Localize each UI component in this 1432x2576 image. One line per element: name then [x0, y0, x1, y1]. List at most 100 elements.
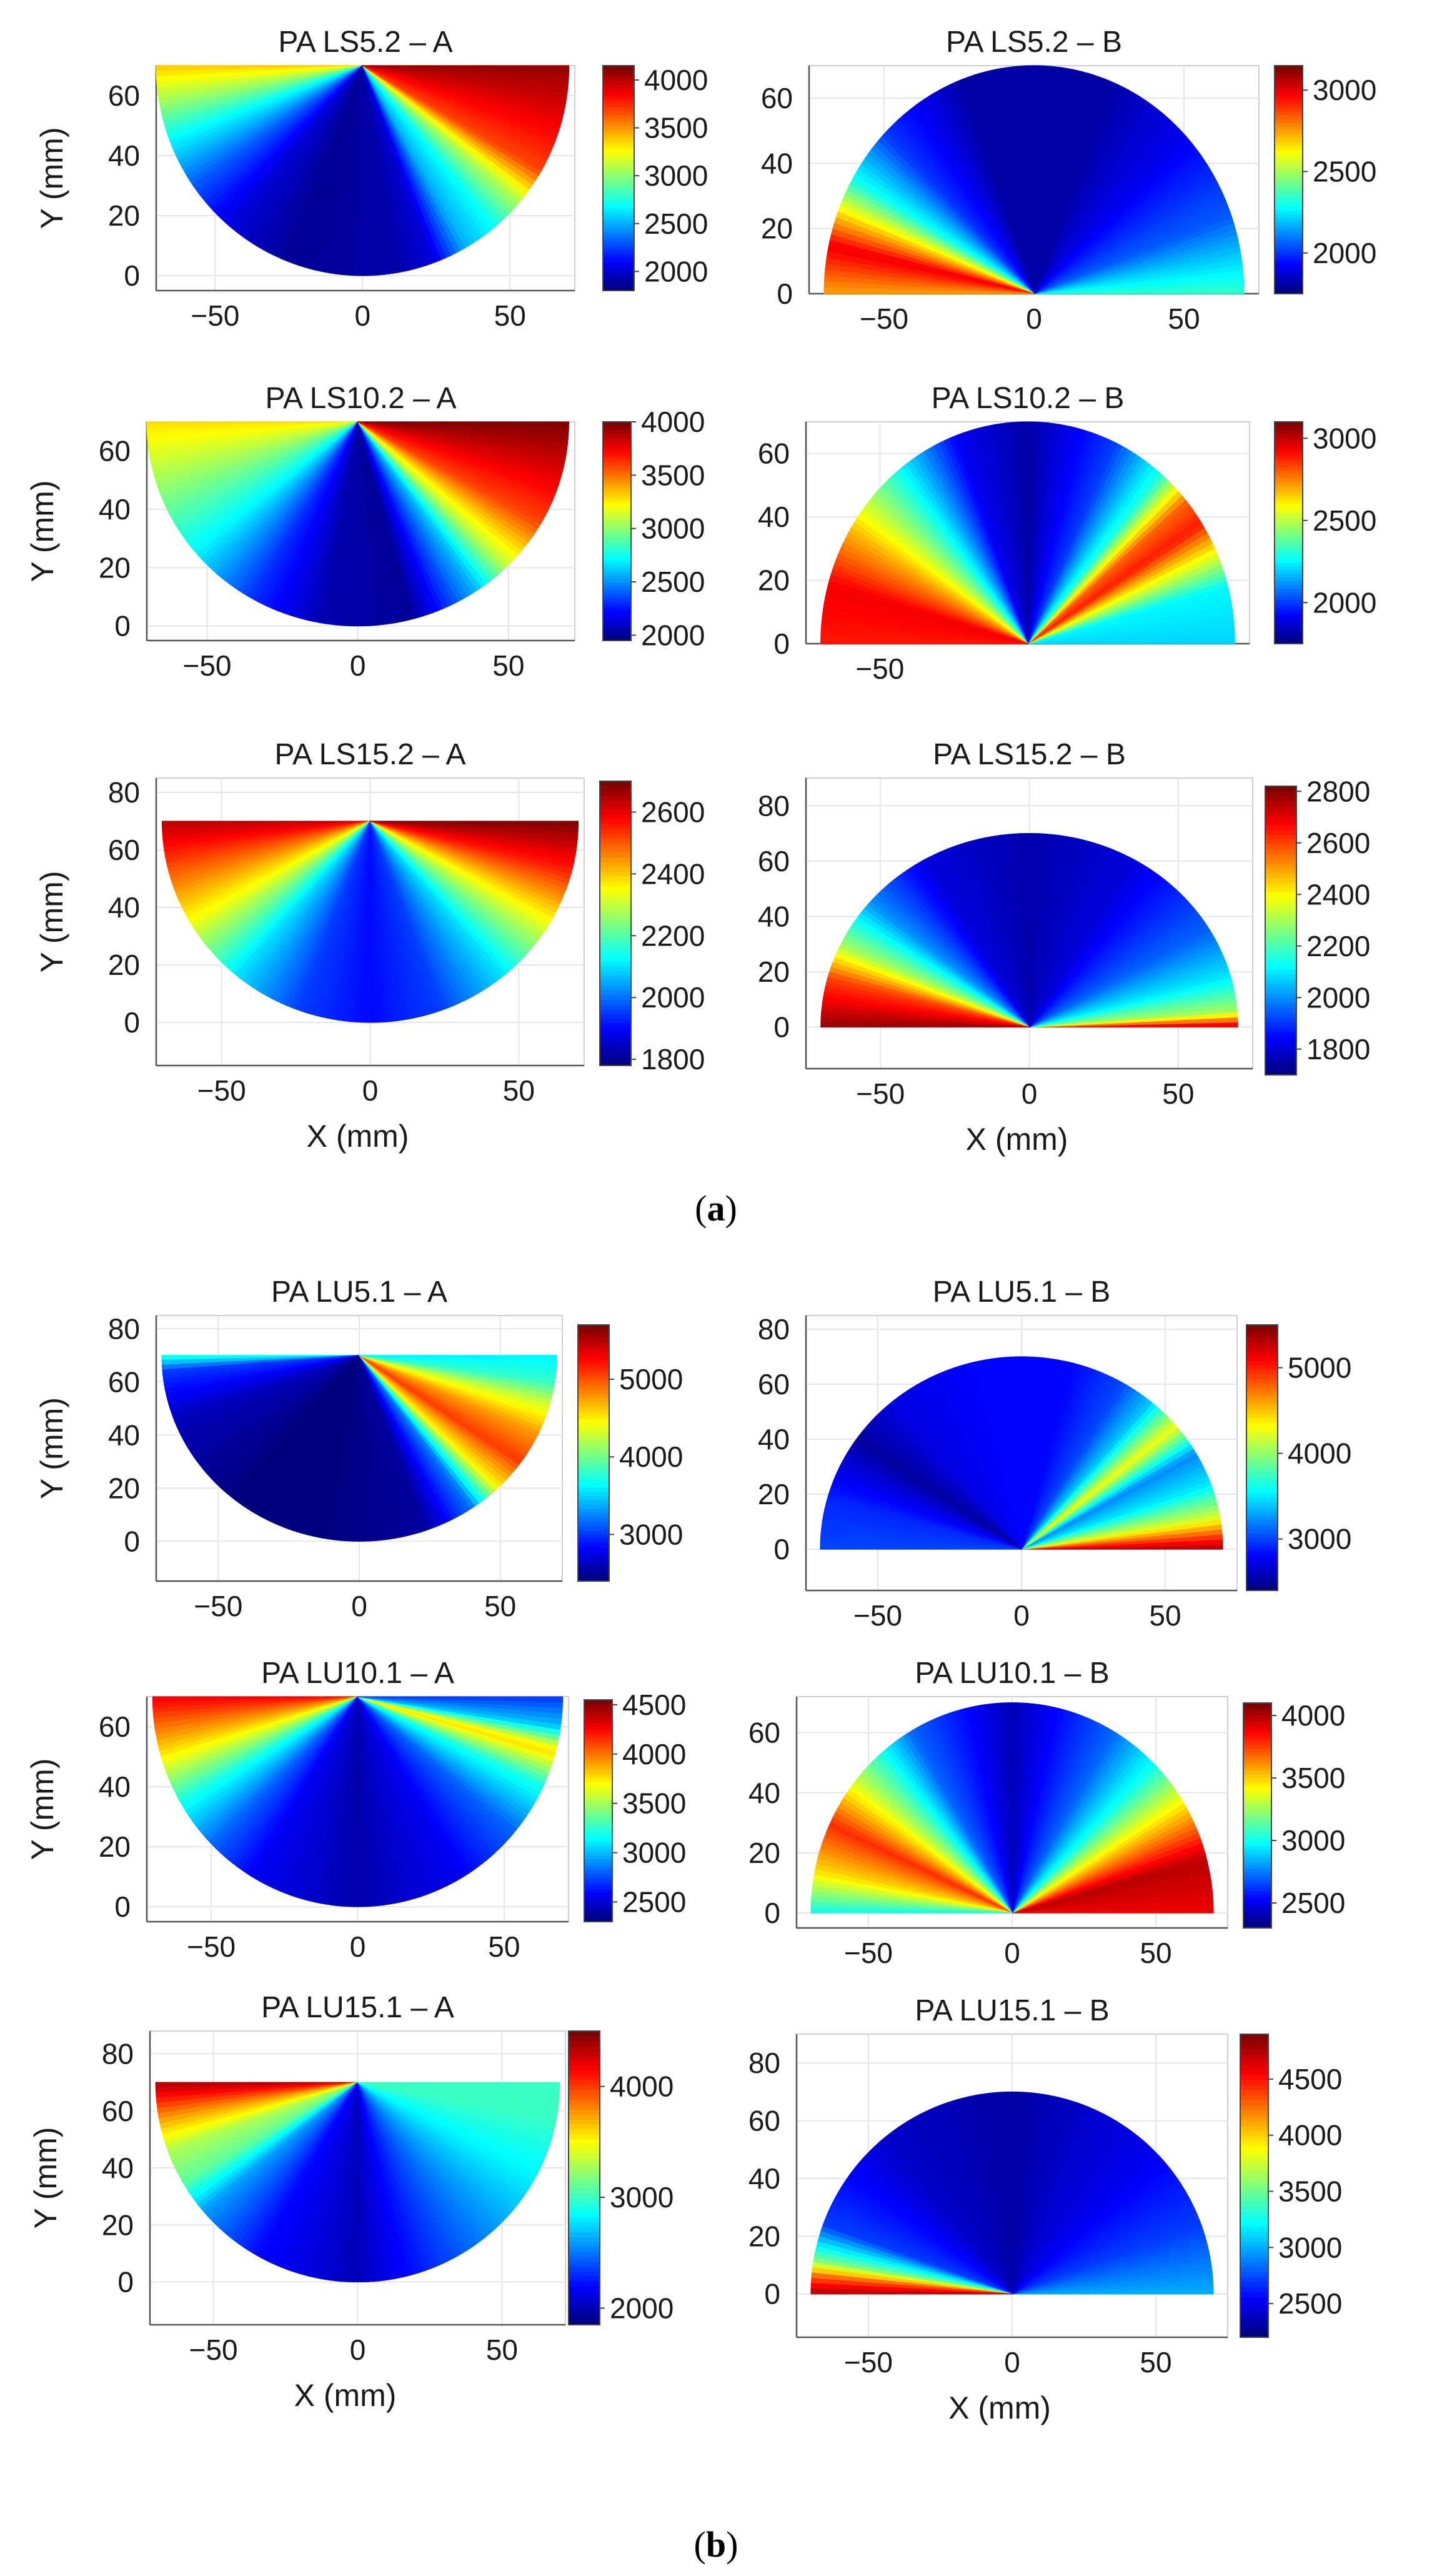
y-tick-label: 60: [761, 82, 793, 114]
colorbar-step: [603, 268, 634, 272]
colorbar-step: [1265, 839, 1296, 845]
colorbar-step: [1240, 2105, 1268, 2111]
colorbar-step: [1246, 1426, 1278, 1432]
colorbar-step: [1275, 640, 1303, 644]
x-tick-label: −50: [189, 2334, 238, 2366]
colorbar-step: [584, 1737, 612, 1741]
colorbar-step: [1275, 532, 1303, 537]
colorbar-step: [1275, 111, 1303, 116]
colorbar-step: [1243, 1913, 1271, 1917]
colorbar-step: [1240, 2089, 1268, 2095]
colorbar-step: [1243, 1718, 1271, 1722]
colorbar-step: [600, 1004, 631, 1009]
colorbar-step: [584, 1766, 612, 1771]
colorbar-step: [603, 487, 631, 492]
colorbar-step: [1240, 2180, 1268, 2187]
colorbar-step: [1243, 1740, 1271, 1745]
colorbar-step: [600, 923, 631, 929]
colorbar-step: [1243, 1725, 1271, 1730]
colorbar-tick-label: 4500: [622, 1689, 686, 1721]
subfigure-label-b: (b): [694, 2524, 738, 2565]
colorbar-step: [1275, 236, 1303, 241]
colorbar-step: [1275, 451, 1303, 456]
colorbar-step: [1243, 1909, 1271, 1914]
colorbar-step: [1243, 1748, 1271, 1752]
y-tick-label: 40: [748, 1777, 780, 1809]
colorbar-step: [1265, 954, 1296, 960]
colorbar-step: [600, 961, 631, 967]
colorbar-step: [578, 1521, 609, 1526]
colorbar-step: [1243, 1894, 1271, 1899]
colorbar-tick-label: 2500: [641, 566, 705, 598]
colorbar-step: [1265, 1041, 1296, 1047]
colorbar-step: [1246, 1484, 1278, 1489]
colorbar-step: [569, 2275, 600, 2282]
colorbar-step: [600, 804, 631, 811]
colorbar-step: [1275, 422, 1303, 426]
colorbar-step: [603, 597, 631, 601]
colorbar-step: [578, 1542, 609, 1548]
colorbar-frame: [599, 781, 632, 1066]
colorbar-tick-label: 3500: [622, 1787, 686, 1820]
colorbar-step: [584, 1847, 612, 1852]
colorbar-step: [578, 1504, 609, 1509]
colorbar-step: [1265, 882, 1296, 888]
colorbar-step: [1265, 872, 1296, 879]
colorbar-step: [584, 1918, 612, 1922]
y-tick-label: 40: [99, 1770, 131, 1803]
colorbar-step: [603, 92, 634, 96]
colorbar-step: [1246, 1355, 1278, 1361]
colorbar-step: [569, 2212, 600, 2218]
colorbar-step: [1240, 2327, 1268, 2333]
colorbar-step: [1275, 466, 1303, 471]
colorbar-step: [1265, 801, 1296, 806]
y-tick-label: 0: [773, 1011, 790, 1044]
colorbar-step: [1275, 536, 1303, 541]
colorbar-step: [1246, 1364, 1278, 1370]
colorbar-step: [578, 1568, 609, 1574]
colorbar-step: [578, 1577, 609, 1582]
colorbar-step: [584, 1770, 612, 1775]
colorbar-step: [1275, 217, 1303, 222]
y-tick-label: 60: [99, 435, 131, 467]
colorbar-step: [603, 114, 634, 119]
colorbar-step: [1265, 819, 1296, 826]
colorbar-step: [1240, 2155, 1268, 2161]
colorbar-step: [603, 204, 634, 209]
colorbar-step: [603, 186, 634, 190]
colorbar-step: [1275, 66, 1303, 70]
colorbar-step: [1275, 225, 1303, 230]
chart-title: PA LU15.1 – B: [915, 1994, 1109, 2027]
colorbar-step: [1240, 2044, 1268, 2050]
colorbar-step: [1246, 1546, 1278, 1552]
colorbar-step: [603, 593, 631, 597]
colorbar-step: [1265, 892, 1296, 897]
colorbar-tick-label: 2400: [641, 857, 705, 890]
colorbar-step: [1265, 1017, 1296, 1023]
colorbar-step: [603, 531, 631, 536]
colorbar-step: [1246, 1559, 1278, 1565]
colorbar-step: [603, 615, 631, 619]
x-tick-label: 50: [1168, 302, 1200, 335]
colorbar-step: [584, 1870, 612, 1874]
colorbar-step: [1275, 149, 1303, 154]
colorbar-step: [1275, 176, 1303, 181]
colorbar-step: [603, 619, 631, 623]
colorbar-step: [603, 174, 634, 179]
colorbar-step: [1243, 1785, 1271, 1790]
colorbar-step: [1240, 2135, 1268, 2141]
x-tick-label: −50: [856, 1077, 905, 1110]
colorbar-step: [584, 1866, 612, 1870]
colorbar-step: [1275, 592, 1303, 596]
y-tick-label: 0: [117, 2266, 134, 2299]
x-tick-label: 0: [1026, 302, 1042, 335]
colorbar-step: [1275, 529, 1303, 534]
colorbar-step: [1240, 2165, 1268, 2172]
colorbar-step: [578, 1457, 609, 1462]
colorbar-step: [603, 516, 631, 521]
colorbar-step: [603, 163, 634, 167]
colorbar-step: [578, 1329, 609, 1334]
colorbar-step: [1240, 2190, 1268, 2197]
colorbar-step: [600, 947, 631, 952]
